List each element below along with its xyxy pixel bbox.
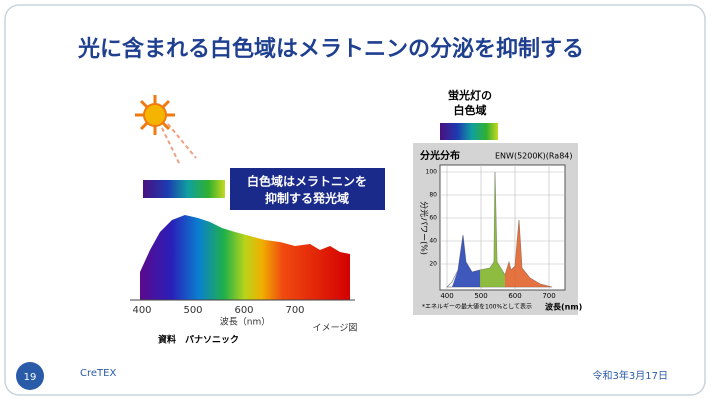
y-tick-label: 100 [426,169,438,176]
x-tick-label: 600 [508,292,521,300]
org: CreTEX [80,368,116,379]
x-tick-label: 500 [474,292,487,300]
callout: 抑制する発光域 [265,191,349,206]
page-badge [16,362,44,390]
label: 白色域 [454,103,487,117]
x-label: 波長(nm) [545,302,582,312]
y-tick-label: 40 [429,238,437,245]
x-tick-label: 400 [440,292,453,300]
white-band [440,123,498,140]
x-tick-label: 600 [234,305,253,316]
source: 資料 パナソニック [158,334,239,346]
spectrum-blue [452,235,480,287]
page-number: 19 [24,372,37,383]
spectrum-green [480,172,505,287]
x-tick-label: 700 [542,292,555,300]
callout: 白色域はメラトニンを [247,174,367,189]
footnote: *エネルギーの最大値を100%として表示 [422,303,532,311]
model: ENW(5200K)(Ra84) [495,152,573,161]
x-tick-label: 700 [285,305,304,316]
note: イメージ図 [313,323,358,334]
x-tick-label: 500 [183,305,202,316]
y-tick-label: 60 [429,215,437,222]
x-tick-label: 400 [132,305,151,316]
title: 光に含まれる白色域はメラトニンの分泌を抑制する [77,36,584,62]
y-label: 分光パワー(%) [420,201,430,255]
y-tick-label: 20 [429,261,437,268]
x-label: 波長（nm） [220,316,270,328]
date: 令和3年3月17日 [593,369,668,382]
panel-title: 分光分布 [420,149,460,162]
white-band [143,180,225,198]
sun-icon [135,95,197,166]
label: 蛍光灯の [448,88,492,102]
spectrum-image [140,215,350,300]
spectrum-red [505,220,552,287]
y-tick-label: 80 [429,192,437,199]
callout-box [230,168,385,210]
